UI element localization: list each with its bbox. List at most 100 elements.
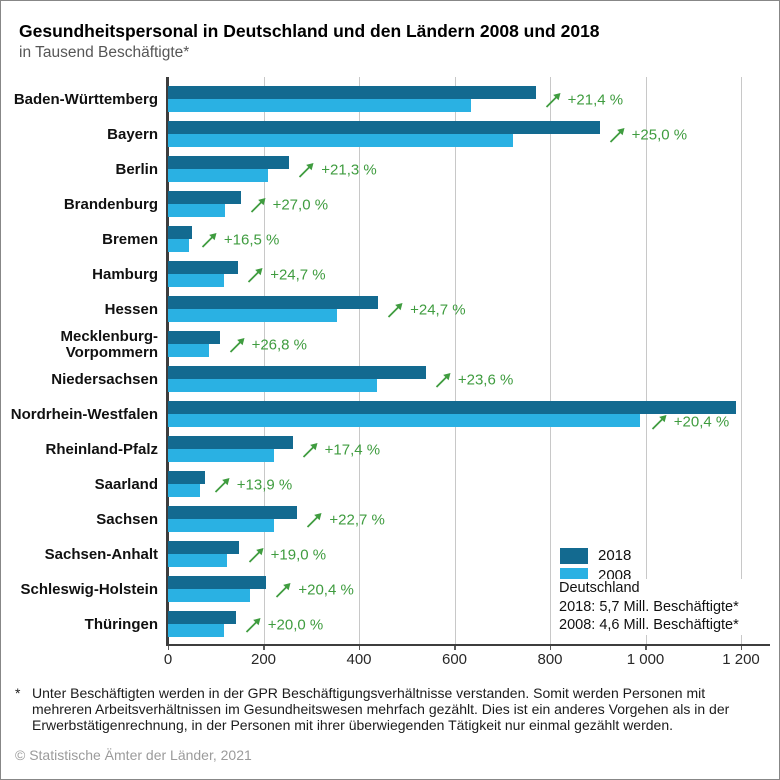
growth-arrow-icon — [250, 197, 266, 213]
category-label: Thüringen — [84, 615, 158, 633]
category-label: Schleswig-Holstein — [20, 580, 158, 598]
bar-2008 — [168, 309, 337, 322]
growth-arrow-icon — [276, 582, 291, 598]
x-tick-label: 800 — [537, 651, 563, 668]
growth-arrow-icon — [435, 372, 451, 388]
bar-2018 — [168, 401, 737, 414]
category-label: Sachsen — [96, 510, 158, 528]
bar-2008 — [168, 99, 471, 112]
bar-2018 — [168, 471, 205, 484]
growth-label: +17,4 % — [301, 440, 380, 459]
gridline — [645, 77, 647, 644]
x-tick-label: 400 — [346, 651, 372, 668]
growth-value: +20,0 % — [267, 616, 324, 633]
x-tick-label: 0 — [163, 651, 173, 668]
bar-2018 — [168, 506, 298, 519]
gridline — [741, 77, 742, 644]
legend-item: 2018 — [560, 547, 631, 565]
growth-value: +23,6 % — [457, 371, 514, 388]
category-label: Baden-Württemberg — [13, 90, 158, 108]
bar-2018 — [168, 331, 220, 344]
bar-2008 — [168, 239, 189, 252]
growth-value: +17,4 % — [324, 441, 381, 458]
growth-value: +22,7 % — [329, 511, 385, 528]
gridline — [550, 77, 551, 644]
footnote-marker: * — [15, 685, 21, 701]
y-axis-line — [166, 77, 169, 646]
germany-annotation: Deutschland 2018: 5,7 Mill. Beschäftigte… — [555, 579, 761, 635]
bar-2008 — [168, 344, 210, 357]
growth-arrow-icon — [609, 127, 625, 143]
growth-label: +20,0 % — [244, 615, 323, 634]
bar-2018 — [168, 121, 600, 134]
bar-2018 — [168, 436, 293, 449]
growth-label: +20,4 % — [650, 413, 729, 432]
x-tick-mark — [358, 644, 360, 650]
x-tick-mark — [454, 644, 456, 650]
category-label: Rheinland-Pfalz — [45, 440, 158, 458]
bar-2008 — [168, 134, 514, 147]
x-tick-label: 200 — [250, 651, 277, 668]
category-label: Sachsen-Anhalt — [44, 545, 158, 563]
growth-value: +20,4 % — [298, 581, 354, 598]
bar-2008 — [168, 449, 274, 462]
growth-value: +26,8 % — [251, 336, 308, 353]
growth-arrow-icon — [229, 337, 245, 353]
category-label: Saarland — [94, 475, 158, 493]
growth-arrow-icon — [307, 512, 322, 528]
x-axis-line — [166, 644, 770, 646]
growth-value: +16,5 % — [223, 231, 280, 248]
category-label: Berlin — [115, 160, 158, 178]
bar-2008 — [168, 484, 201, 497]
growth-label: +25,0 % — [608, 125, 687, 144]
bar-2018 — [168, 86, 536, 99]
bar-2018 — [168, 366, 426, 379]
category-label: Mecklenburg- Vorpommern — [60, 327, 158, 361]
bar-2008 — [168, 204, 225, 217]
gridline — [454, 77, 456, 644]
x-tick-label: 600 — [441, 651, 468, 668]
footnote: * Unter Beschäftigten werden in der GPR … — [15, 685, 767, 734]
growth-value: +25,0 % — [631, 126, 688, 143]
legend-label: 2018 — [598, 547, 632, 564]
growth-label: +13,9 % — [213, 475, 292, 494]
bar-2008 — [168, 414, 640, 427]
growth-arrow-icon — [248, 267, 263, 283]
growth-label: +24,7 % — [246, 265, 326, 284]
growth-label: +23,6 % — [434, 370, 513, 389]
bar-2008 — [168, 169, 269, 182]
bar-2008 — [168, 624, 225, 637]
growth-value: +19,0 % — [270, 546, 327, 563]
growth-arrow-icon — [214, 477, 230, 493]
bar-2018 — [168, 261, 239, 274]
gridline — [263, 77, 265, 644]
legend: 2018 2008 — [560, 547, 631, 587]
x-tick-mark — [167, 644, 169, 650]
growth-value: +21,3 % — [321, 161, 377, 178]
footnote-text: Unter Beschäftigten werden in der GPR Be… — [32, 685, 730, 734]
growth-label: +24,7 % — [386, 300, 466, 319]
growth-label: +21,3 % — [297, 160, 377, 179]
growth-label: +16,5 % — [200, 230, 279, 249]
bar-2008 — [168, 379, 377, 392]
annotation-line: 2018: 5,7 Mill. Beschäftigte* — [559, 598, 739, 615]
x-tick-mark — [263, 644, 265, 650]
bar-2008 — [168, 554, 228, 567]
category-label: Brandenburg — [63, 195, 158, 213]
growth-label: +22,7 % — [305, 510, 385, 529]
x-tick-mark — [740, 644, 742, 650]
bar-2018 — [168, 296, 379, 309]
chart-subtitle: in Tausend Beschäftigte* — [19, 44, 190, 61]
growth-value: +21,4 % — [567, 91, 624, 108]
copyright-line: © Statistische Ämter der Länder, 2021 — [15, 747, 252, 763]
bar-2008 — [168, 274, 225, 287]
annotation-title: Deutschland — [559, 580, 640, 596]
growth-arrow-icon — [299, 162, 314, 178]
bar-2018 — [168, 226, 192, 239]
bar-2008 — [168, 589, 250, 602]
category-label: Nordrhein-Westfalen — [10, 405, 158, 423]
growth-value: +20,4 % — [673, 413, 730, 431]
category-label: Bayern — [107, 125, 158, 143]
x-tick-label: 1 000 — [626, 651, 665, 668]
